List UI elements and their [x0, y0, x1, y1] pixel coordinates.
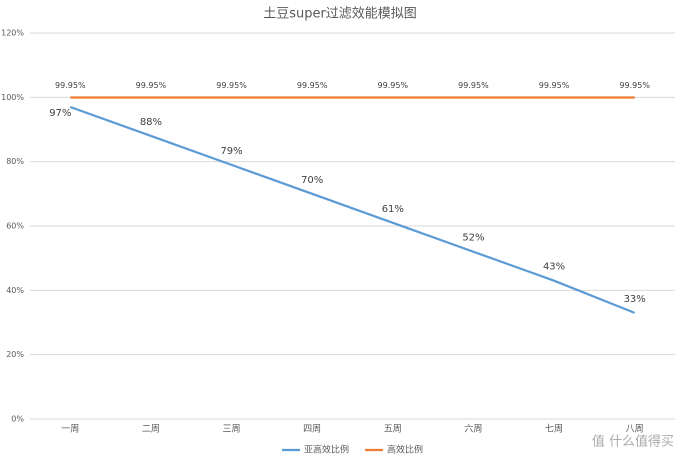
data-label: 99.95%	[55, 81, 86, 90]
data-label: 43%	[543, 262, 565, 273]
x-tick-label: 七周	[545, 424, 563, 435]
data-label: 99.95%	[216, 81, 247, 90]
legend-label: 亚高效比例	[304, 444, 349, 456]
y-tick-label: 80%	[6, 157, 24, 166]
data-label: 88%	[140, 117, 162, 128]
watermark: 值 什么值得买	[592, 434, 674, 450]
x-tick-label: 四周	[303, 424, 321, 435]
legend-label: 高效比例	[387, 444, 423, 456]
x-tick-label: 二周	[142, 424, 160, 435]
y-tick-label: 40%	[6, 286, 24, 295]
data-label: 99.95%	[539, 81, 570, 90]
y-tick-label: 0%	[11, 415, 24, 424]
data-label: 99.95%	[378, 81, 409, 90]
y-tick-label: 120%	[1, 29, 24, 38]
y-tick-label: 20%	[6, 350, 24, 359]
data-label: 97%	[49, 108, 71, 119]
y-tick-label: 100%	[1, 93, 24, 102]
chart-title: 土豆super过滤效能模拟图	[263, 7, 417, 22]
data-label: 99.95%	[619, 81, 650, 90]
x-tick-label: 三周	[223, 424, 241, 435]
data-label: 99.95%	[297, 81, 328, 90]
x-tick-label: 六周	[464, 423, 482, 435]
x-tick-label: 八周	[626, 424, 644, 435]
data-label: 33%	[624, 294, 646, 305]
data-label: 99.95%	[458, 81, 489, 90]
data-label: 70%	[301, 175, 323, 186]
series-line	[69, 105, 636, 314]
data-label: 99.95%	[136, 81, 167, 90]
data-label: 61%	[382, 204, 404, 215]
data-label: 52%	[462, 233, 484, 244]
x-tick-label: 五周	[384, 424, 402, 435]
data-label: 79%	[220, 146, 242, 157]
x-tick-label: 一周	[61, 424, 79, 435]
y-tick-label: 60%	[6, 222, 24, 231]
